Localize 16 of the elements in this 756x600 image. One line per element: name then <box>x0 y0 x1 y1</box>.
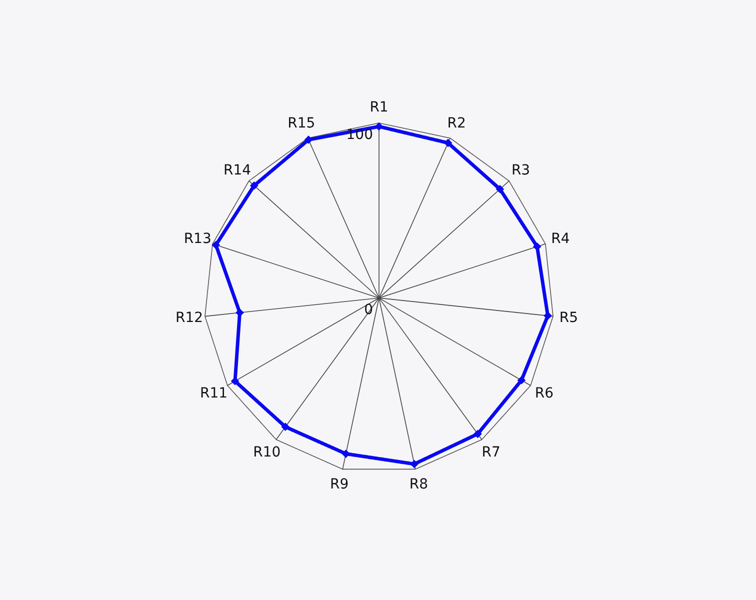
spoke-label: R1 <box>370 99 388 116</box>
spoke-label: R6 <box>534 385 554 402</box>
spoke-label: R14 <box>223 162 252 178</box>
spoke-label: R8 <box>409 476 428 493</box>
spoke-label: R4 <box>551 231 570 248</box>
spoke-label: R2 <box>447 116 466 132</box>
spoke-label: R9 <box>330 476 349 493</box>
spoke-label: R11 <box>200 385 228 402</box>
spoke-label: R13 <box>184 231 212 248</box>
y-tick-label: 100 <box>346 127 373 143</box>
spoke-label: R3 <box>511 162 530 178</box>
spoke-label: R7 <box>482 444 500 460</box>
spoke-label: R10 <box>253 444 281 460</box>
spoke-label: R15 <box>288 116 316 132</box>
spoke-label: R5 <box>559 310 578 326</box>
spoke-label: R12 <box>176 310 204 326</box>
